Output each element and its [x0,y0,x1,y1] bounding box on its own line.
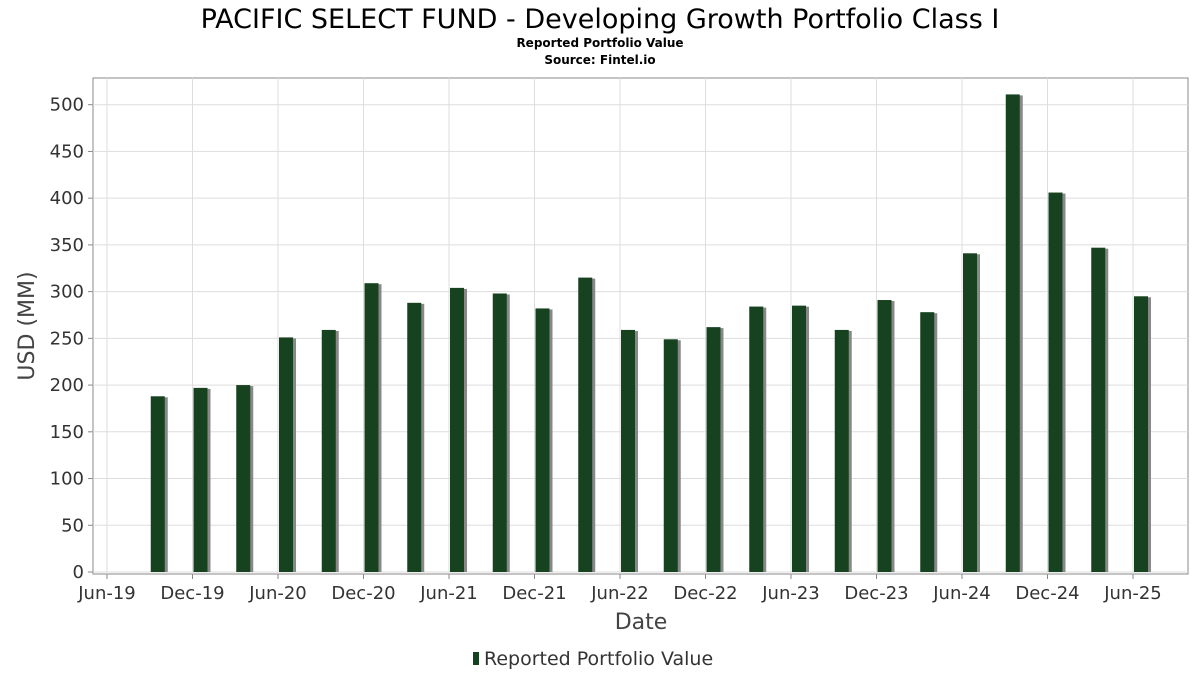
y-tick-label: 250 [50,328,84,349]
y-tick-label: 150 [50,422,84,443]
bar [236,385,251,572]
bar [1134,296,1148,572]
chart-subtitle: Reported Portfolio Value [516,36,683,50]
bar [279,337,293,572]
x-tick-label: Dec-24 [1015,583,1079,604]
bar [663,339,678,572]
bars [150,94,1151,573]
y-tick-label: 300 [50,282,84,303]
legend-label: Reported Portfolio Value [484,648,713,670]
bar [450,287,464,572]
y-tick-label: 350 [50,235,84,256]
x-tick-label: Dec-21 [502,583,566,604]
bar [621,329,635,572]
y-tick-label: 500 [50,95,84,116]
chart-title: PACIFIC SELECT FUND - Developing Growth … [201,4,1000,35]
x-tick-label: Jun-22 [590,583,649,604]
bar [792,305,806,572]
grid-lines [93,78,1188,574]
bar [150,396,165,572]
x-tick-label: Dec-19 [160,583,224,604]
bar [407,302,422,572]
plot-area [92,77,1189,575]
bar [1091,247,1106,572]
bar [963,253,977,573]
y-tick-label: 0 [73,562,84,583]
y-axis-label: USD (MM) [15,271,40,380]
bar [1005,94,1020,573]
y-tick-label: 100 [50,469,84,490]
y-tick-label: 400 [50,188,84,209]
bar [749,306,764,572]
y-tick-label: 450 [50,141,84,162]
bar [877,300,892,572]
legend-swatch [473,652,479,665]
x-tick-label: Jun-21 [419,583,478,604]
x-tick-label: Jun-23 [761,583,820,604]
bar [834,329,849,572]
x-axis-label: Date [615,610,668,635]
bar [364,283,379,572]
x-tick-label: Jun-20 [248,583,307,604]
x-tick-label: Dec-23 [844,583,908,604]
bar [1048,192,1063,573]
bar [492,293,507,572]
bar [193,387,208,572]
legend: Reported Portfolio Value [473,648,713,670]
x-tick-label: Dec-22 [673,583,737,604]
bar [706,327,721,572]
y-tick-label: 200 [50,375,84,396]
y-tick-label: 50 [61,515,84,536]
x-tick-label: Jun-25 [1103,583,1162,604]
bar [321,329,336,572]
y-axis-ticks: 0 50 100 150 200 250 300 350 400 450 500 [50,95,93,583]
x-tick-label: Jun-24 [932,583,991,604]
chart-source: Source: Fintel.io [544,53,655,67]
bar [920,312,935,572]
x-axis-ticks: Jun-19 Dec-19 Jun-20 Dec-20 Jun-21 Dec-21 Jun-… [77,574,1162,604]
bar [535,308,550,572]
bar [578,277,593,572]
x-tick-label: Dec-20 [331,583,395,604]
x-tick-label: Jun-19 [77,583,136,604]
